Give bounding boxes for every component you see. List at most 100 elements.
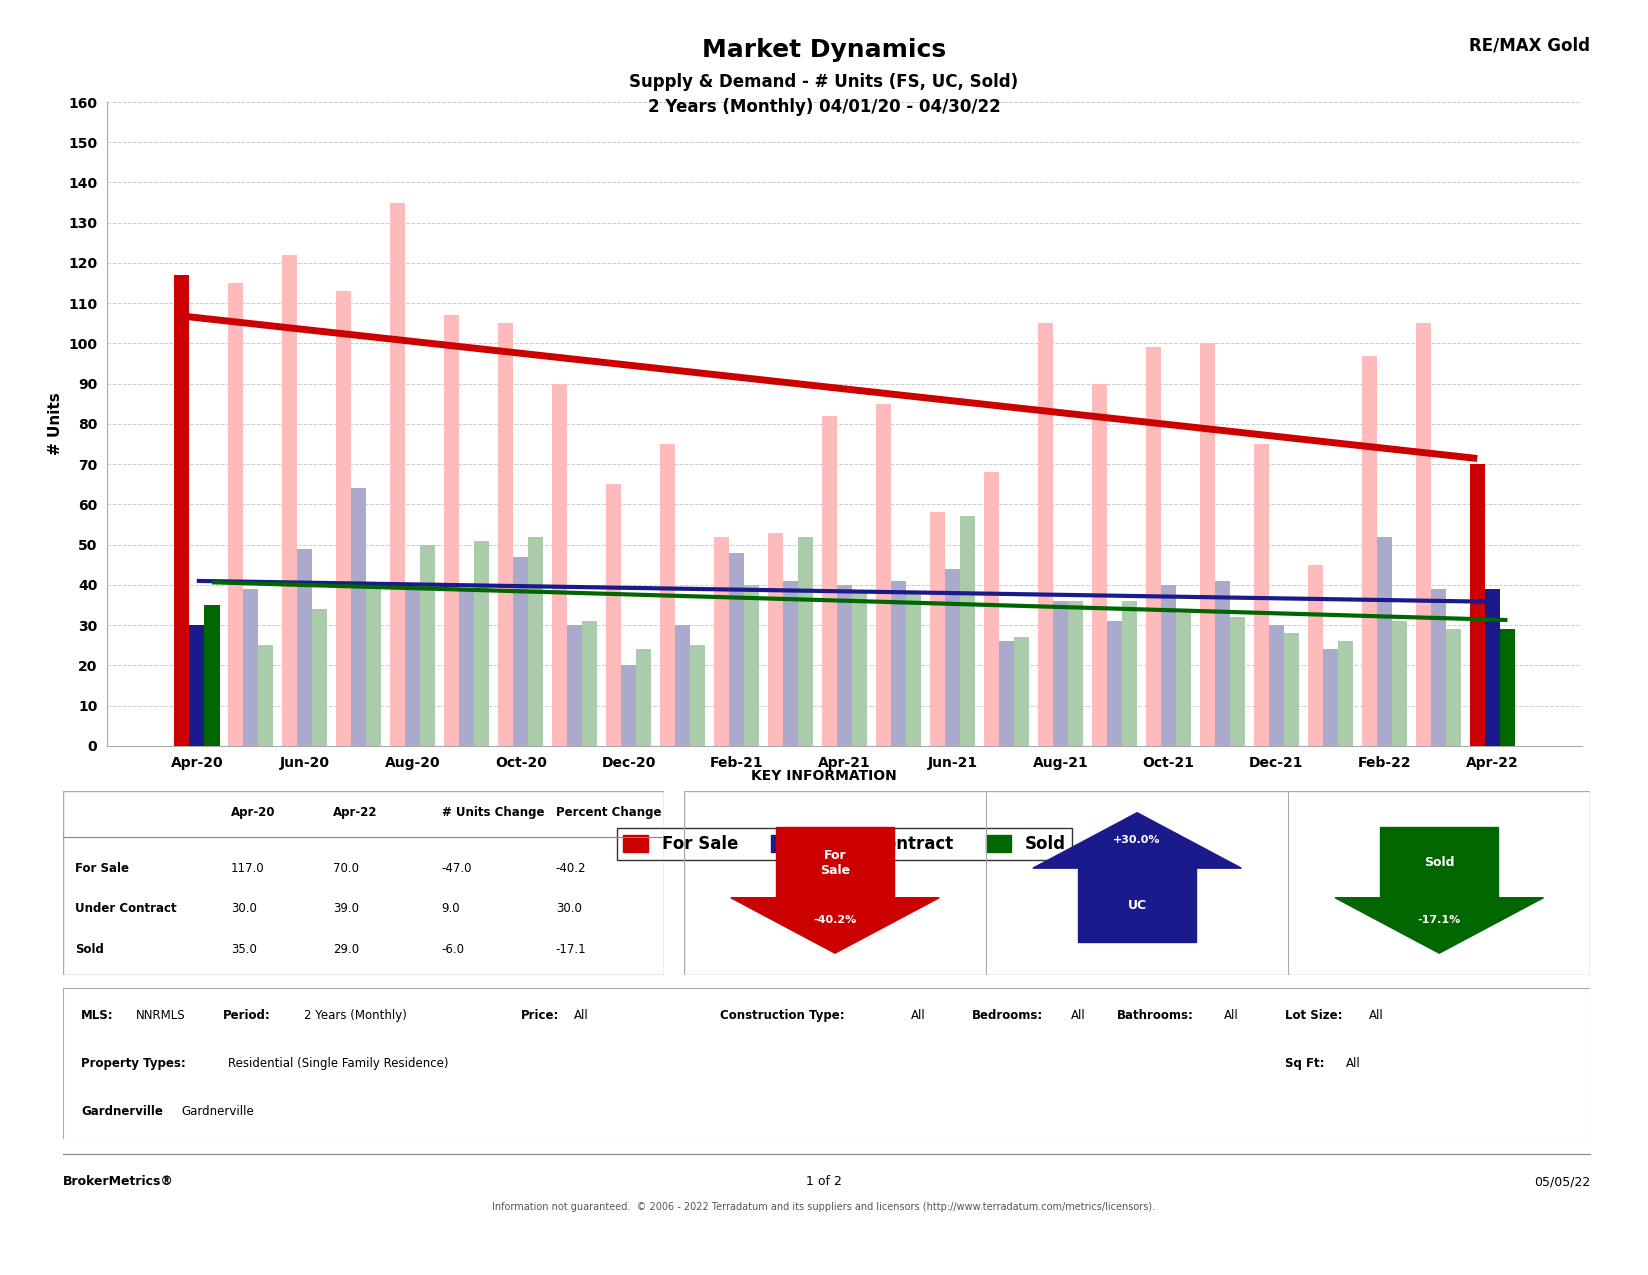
Text: 2 Years (Monthly) 04/01/20 - 04/30/22: 2 Years (Monthly) 04/01/20 - 04/30/22 bbox=[648, 98, 1000, 116]
Bar bbox=[391, 203, 405, 746]
Text: All: All bbox=[575, 1009, 588, 1021]
Bar bbox=[1200, 343, 1215, 746]
Bar bbox=[1470, 464, 1485, 746]
Bar bbox=[1416, 324, 1430, 746]
Polygon shape bbox=[776, 827, 893, 898]
Text: -17.1: -17.1 bbox=[555, 944, 587, 956]
Text: Lot Size:: Lot Size: bbox=[1285, 1009, 1341, 1021]
Bar bbox=[420, 544, 435, 746]
Bar bbox=[1323, 649, 1338, 746]
Text: Market Dynamics: Market Dynamics bbox=[702, 38, 946, 62]
Bar bbox=[297, 548, 313, 746]
Text: 2 Years (Monthly): 2 Years (Monthly) bbox=[303, 1009, 407, 1021]
Y-axis label: # Units: # Units bbox=[48, 393, 63, 455]
Text: 9.0: 9.0 bbox=[442, 903, 460, 915]
Bar bbox=[1093, 384, 1107, 746]
Bar bbox=[852, 593, 867, 746]
Text: MLS:: MLS: bbox=[81, 1009, 114, 1021]
Text: # Units Change: # Units Change bbox=[442, 806, 544, 819]
Bar bbox=[582, 621, 597, 746]
Text: Bedrooms:: Bedrooms: bbox=[972, 1009, 1043, 1021]
Text: 05/05/22: 05/05/22 bbox=[1534, 1176, 1590, 1188]
Text: All: All bbox=[910, 1009, 925, 1021]
Text: All: All bbox=[1346, 1057, 1361, 1070]
Bar bbox=[636, 649, 651, 746]
Bar bbox=[259, 645, 274, 746]
Bar bbox=[1485, 589, 1500, 746]
Bar bbox=[1068, 601, 1083, 746]
Bar bbox=[714, 537, 728, 746]
Text: Apr-22: Apr-22 bbox=[333, 806, 377, 819]
Bar bbox=[336, 291, 351, 746]
Bar bbox=[175, 275, 190, 746]
Text: -40.2%: -40.2% bbox=[814, 915, 857, 924]
Bar bbox=[1470, 464, 1485, 746]
Bar bbox=[567, 625, 582, 746]
Text: Price:: Price: bbox=[521, 1009, 559, 1021]
Bar bbox=[1445, 629, 1462, 746]
Bar bbox=[691, 645, 705, 746]
Text: All: All bbox=[1369, 1009, 1384, 1021]
Bar bbox=[929, 513, 944, 746]
Text: Construction Type:: Construction Type: bbox=[720, 1009, 844, 1021]
Text: Sold: Sold bbox=[1424, 856, 1455, 870]
Text: For
Sale: For Sale bbox=[821, 849, 850, 877]
Bar bbox=[475, 541, 489, 746]
Bar bbox=[1038, 324, 1053, 746]
Bar bbox=[1361, 356, 1376, 746]
Bar bbox=[498, 324, 513, 746]
Bar bbox=[351, 488, 366, 746]
Bar bbox=[1500, 629, 1515, 746]
Text: 30.0: 30.0 bbox=[231, 903, 257, 915]
Text: Sold: Sold bbox=[74, 944, 104, 956]
Bar bbox=[783, 581, 798, 746]
Text: Gardnerville: Gardnerville bbox=[181, 1105, 254, 1118]
Text: KEY INFORMATION: KEY INFORMATION bbox=[751, 769, 897, 783]
Bar bbox=[1145, 348, 1160, 746]
Bar bbox=[244, 589, 259, 746]
Text: Percent Change: Percent Change bbox=[555, 806, 661, 819]
Text: 117.0: 117.0 bbox=[231, 862, 265, 875]
Text: 29.0: 29.0 bbox=[333, 944, 359, 956]
Text: 70.0: 70.0 bbox=[333, 862, 359, 875]
Polygon shape bbox=[730, 898, 939, 954]
Text: Sq Ft:: Sq Ft: bbox=[1285, 1057, 1325, 1070]
Bar bbox=[745, 585, 760, 746]
Bar bbox=[1500, 629, 1515, 746]
Bar bbox=[961, 516, 976, 746]
Text: Information not guaranteed.  © 2006 - 2022 Terradatum and its suppliers and lice: Information not guaranteed. © 2006 - 202… bbox=[493, 1202, 1155, 1213]
Bar bbox=[1393, 621, 1407, 746]
Text: Period:: Period: bbox=[222, 1009, 270, 1021]
Bar bbox=[1177, 613, 1192, 746]
Bar bbox=[313, 609, 328, 746]
Bar bbox=[676, 625, 691, 746]
Bar bbox=[1430, 589, 1445, 746]
Bar bbox=[1269, 625, 1284, 746]
Bar bbox=[1215, 581, 1229, 746]
Text: Residential (Single Family Residence): Residential (Single Family Residence) bbox=[227, 1057, 448, 1070]
Text: UC: UC bbox=[1127, 899, 1147, 912]
Bar bbox=[190, 625, 204, 746]
Text: -17.1%: -17.1% bbox=[1417, 915, 1460, 924]
Text: 30.0: 30.0 bbox=[555, 903, 582, 915]
Text: 39.0: 39.0 bbox=[333, 903, 359, 915]
Bar bbox=[822, 416, 837, 746]
Bar bbox=[405, 585, 420, 746]
Bar bbox=[621, 666, 636, 746]
Text: -40.2: -40.2 bbox=[555, 862, 587, 875]
Bar bbox=[1254, 444, 1269, 746]
Bar bbox=[659, 444, 676, 746]
Text: All: All bbox=[1071, 1009, 1086, 1021]
Text: All: All bbox=[1224, 1009, 1238, 1021]
Bar bbox=[1485, 589, 1500, 746]
Bar bbox=[227, 283, 244, 746]
Bar bbox=[1053, 601, 1068, 746]
Bar bbox=[906, 593, 921, 746]
Bar bbox=[190, 625, 204, 746]
Polygon shape bbox=[1335, 898, 1544, 954]
Bar bbox=[768, 533, 783, 746]
Text: -47.0: -47.0 bbox=[442, 862, 471, 875]
Text: BrokerMetrics®: BrokerMetrics® bbox=[63, 1176, 173, 1188]
Polygon shape bbox=[1033, 812, 1241, 868]
Bar bbox=[513, 557, 529, 746]
